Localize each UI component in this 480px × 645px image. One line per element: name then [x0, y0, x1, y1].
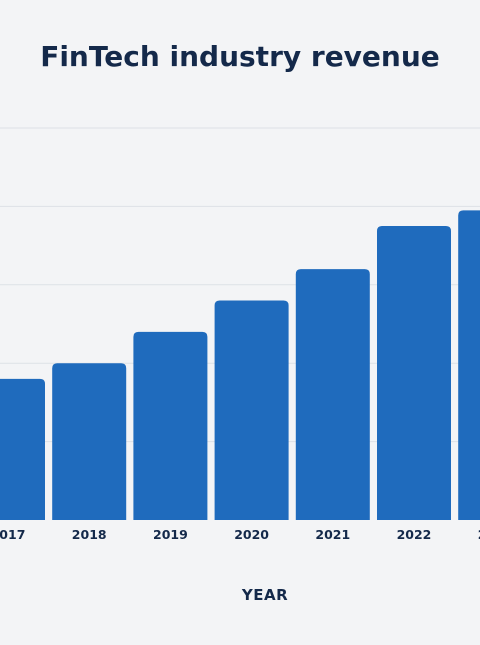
chart-title: FinTech industry revenue — [40, 40, 440, 73]
x-axis-label: YEAR — [241, 586, 289, 604]
bars — [0, 210, 480, 520]
x-tick-label-2017: 2017 — [0, 527, 25, 542]
x-tick-label-2019: 2019 — [153, 527, 188, 542]
bar-2023 — [458, 210, 480, 520]
bar-2020 — [214, 300, 289, 520]
x-tick-label-2022: 2022 — [397, 527, 432, 542]
bar-2017 — [0, 378, 45, 520]
x-tick-labels: 2017 2018 2019 2020 2021 2022 2023 — [0, 527, 480, 542]
x-tick-label-2020: 2020 — [234, 527, 269, 542]
bar-2022 — [377, 226, 451, 520]
bar-2019 — [133, 331, 208, 520]
x-tick-label-2023: 2023 — [478, 527, 480, 542]
bar-2021 — [295, 269, 370, 520]
bar-2018 — [52, 363, 127, 520]
x-tick-label-2021: 2021 — [315, 527, 350, 542]
x-tick-label-2018: 2018 — [72, 527, 107, 542]
